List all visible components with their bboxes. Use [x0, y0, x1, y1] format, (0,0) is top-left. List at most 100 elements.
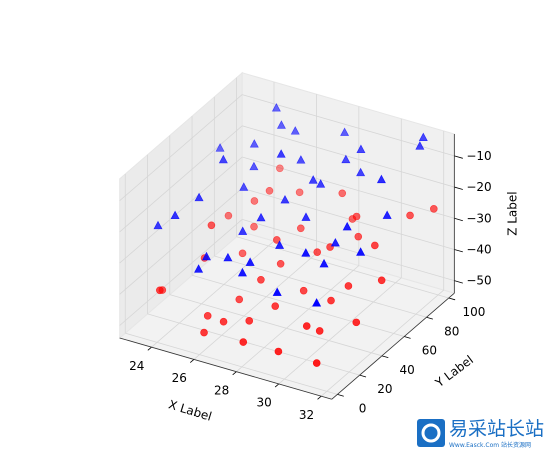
point — [290, 126, 300, 135]
grid-line — [193, 253, 317, 360]
point — [218, 154, 228, 164]
point — [207, 221, 216, 230]
grid-line — [236, 236, 449, 299]
point — [203, 312, 212, 320]
point — [276, 164, 284, 173]
point — [170, 210, 180, 220]
point — [238, 226, 248, 235]
point — [271, 302, 280, 310]
point — [295, 188, 304, 197]
tick-mark — [359, 374, 367, 378]
point — [327, 296, 335, 305]
grid-line — [236, 265, 360, 372]
tick-mark — [274, 383, 280, 388]
point — [319, 258, 329, 268]
z-tick-label: −20 — [466, 180, 491, 194]
point — [276, 120, 286, 129]
point — [338, 189, 347, 198]
point — [249, 139, 259, 148]
point — [245, 317, 254, 325]
point — [354, 232, 363, 241]
grid-line — [147, 313, 360, 376]
point — [249, 161, 259, 171]
tick-mark — [317, 395, 322, 400]
point — [296, 224, 305, 233]
point — [356, 247, 366, 256]
grid-line — [119, 187, 243, 295]
point — [257, 275, 265, 284]
y-tick-label: 80 — [444, 324, 459, 338]
z-tick-label: −10 — [466, 149, 491, 163]
point — [274, 347, 283, 356]
point — [376, 174, 386, 184]
point — [201, 251, 211, 261]
grid-line — [320, 289, 444, 397]
y-tick-label: 0 — [359, 402, 367, 416]
tick-mark — [454, 217, 463, 222]
point — [313, 248, 322, 256]
point — [156, 286, 164, 295]
point — [415, 141, 425, 150]
watermark-icon — [417, 419, 445, 447]
point — [299, 286, 308, 295]
tick-mark — [232, 371, 237, 376]
point — [312, 298, 322, 307]
axis-line — [331, 292, 455, 400]
y-tick-label: 100 — [463, 305, 486, 319]
point — [153, 220, 163, 230]
point — [276, 149, 286, 158]
tick-mark — [404, 336, 411, 339]
point — [316, 179, 326, 188]
x-tick-label: 32 — [299, 408, 314, 422]
point — [340, 127, 350, 136]
point — [219, 317, 228, 326]
tick-mark — [381, 355, 389, 359]
x-axis-label: X Label — [167, 397, 214, 423]
point — [356, 144, 366, 153]
point — [238, 249, 247, 258]
grid-line — [119, 156, 243, 264]
point — [377, 276, 386, 285]
grid-line — [169, 294, 383, 357]
tick-mark — [189, 359, 195, 363]
point — [256, 212, 266, 222]
point — [344, 282, 353, 290]
point — [280, 194, 290, 204]
point — [301, 248, 311, 257]
point — [250, 222, 258, 231]
point — [245, 257, 255, 266]
grid-line — [214, 255, 427, 318]
x-tick-label: 30 — [256, 396, 271, 410]
point — [276, 260, 285, 268]
point — [194, 192, 204, 202]
watermark-text: 易采站长站 — [449, 418, 544, 440]
point — [341, 154, 351, 164]
point — [356, 167, 366, 177]
watermark-logo: 易采站长站 Www.Easck.Com 站长资源网 — [417, 418, 544, 449]
point — [315, 327, 324, 335]
point — [239, 182, 249, 191]
point — [301, 212, 311, 221]
point — [223, 252, 233, 262]
point — [235, 295, 244, 304]
grid-line — [242, 156, 455, 219]
x-tick-label: 24 — [129, 359, 144, 373]
watermark-subtext: Www.Easck.Com 站长资源网 — [449, 441, 531, 449]
grid-line — [119, 219, 243, 326]
point — [352, 212, 361, 221]
point — [302, 322, 311, 330]
point — [215, 143, 225, 152]
axis-line — [119, 337, 332, 400]
tick-mark — [426, 316, 433, 320]
tick-mark — [454, 249, 463, 253]
point — [406, 211, 414, 220]
grid-line — [119, 125, 243, 233]
grid-line — [242, 187, 455, 250]
watermark-icon-mark — [421, 423, 441, 443]
grid-line — [191, 274, 405, 337]
tick-mark — [454, 155, 463, 159]
z-tick-label: −50 — [466, 274, 491, 288]
y-tick-label: 20 — [377, 382, 392, 396]
point — [271, 103, 281, 112]
grid-line — [119, 94, 243, 201]
